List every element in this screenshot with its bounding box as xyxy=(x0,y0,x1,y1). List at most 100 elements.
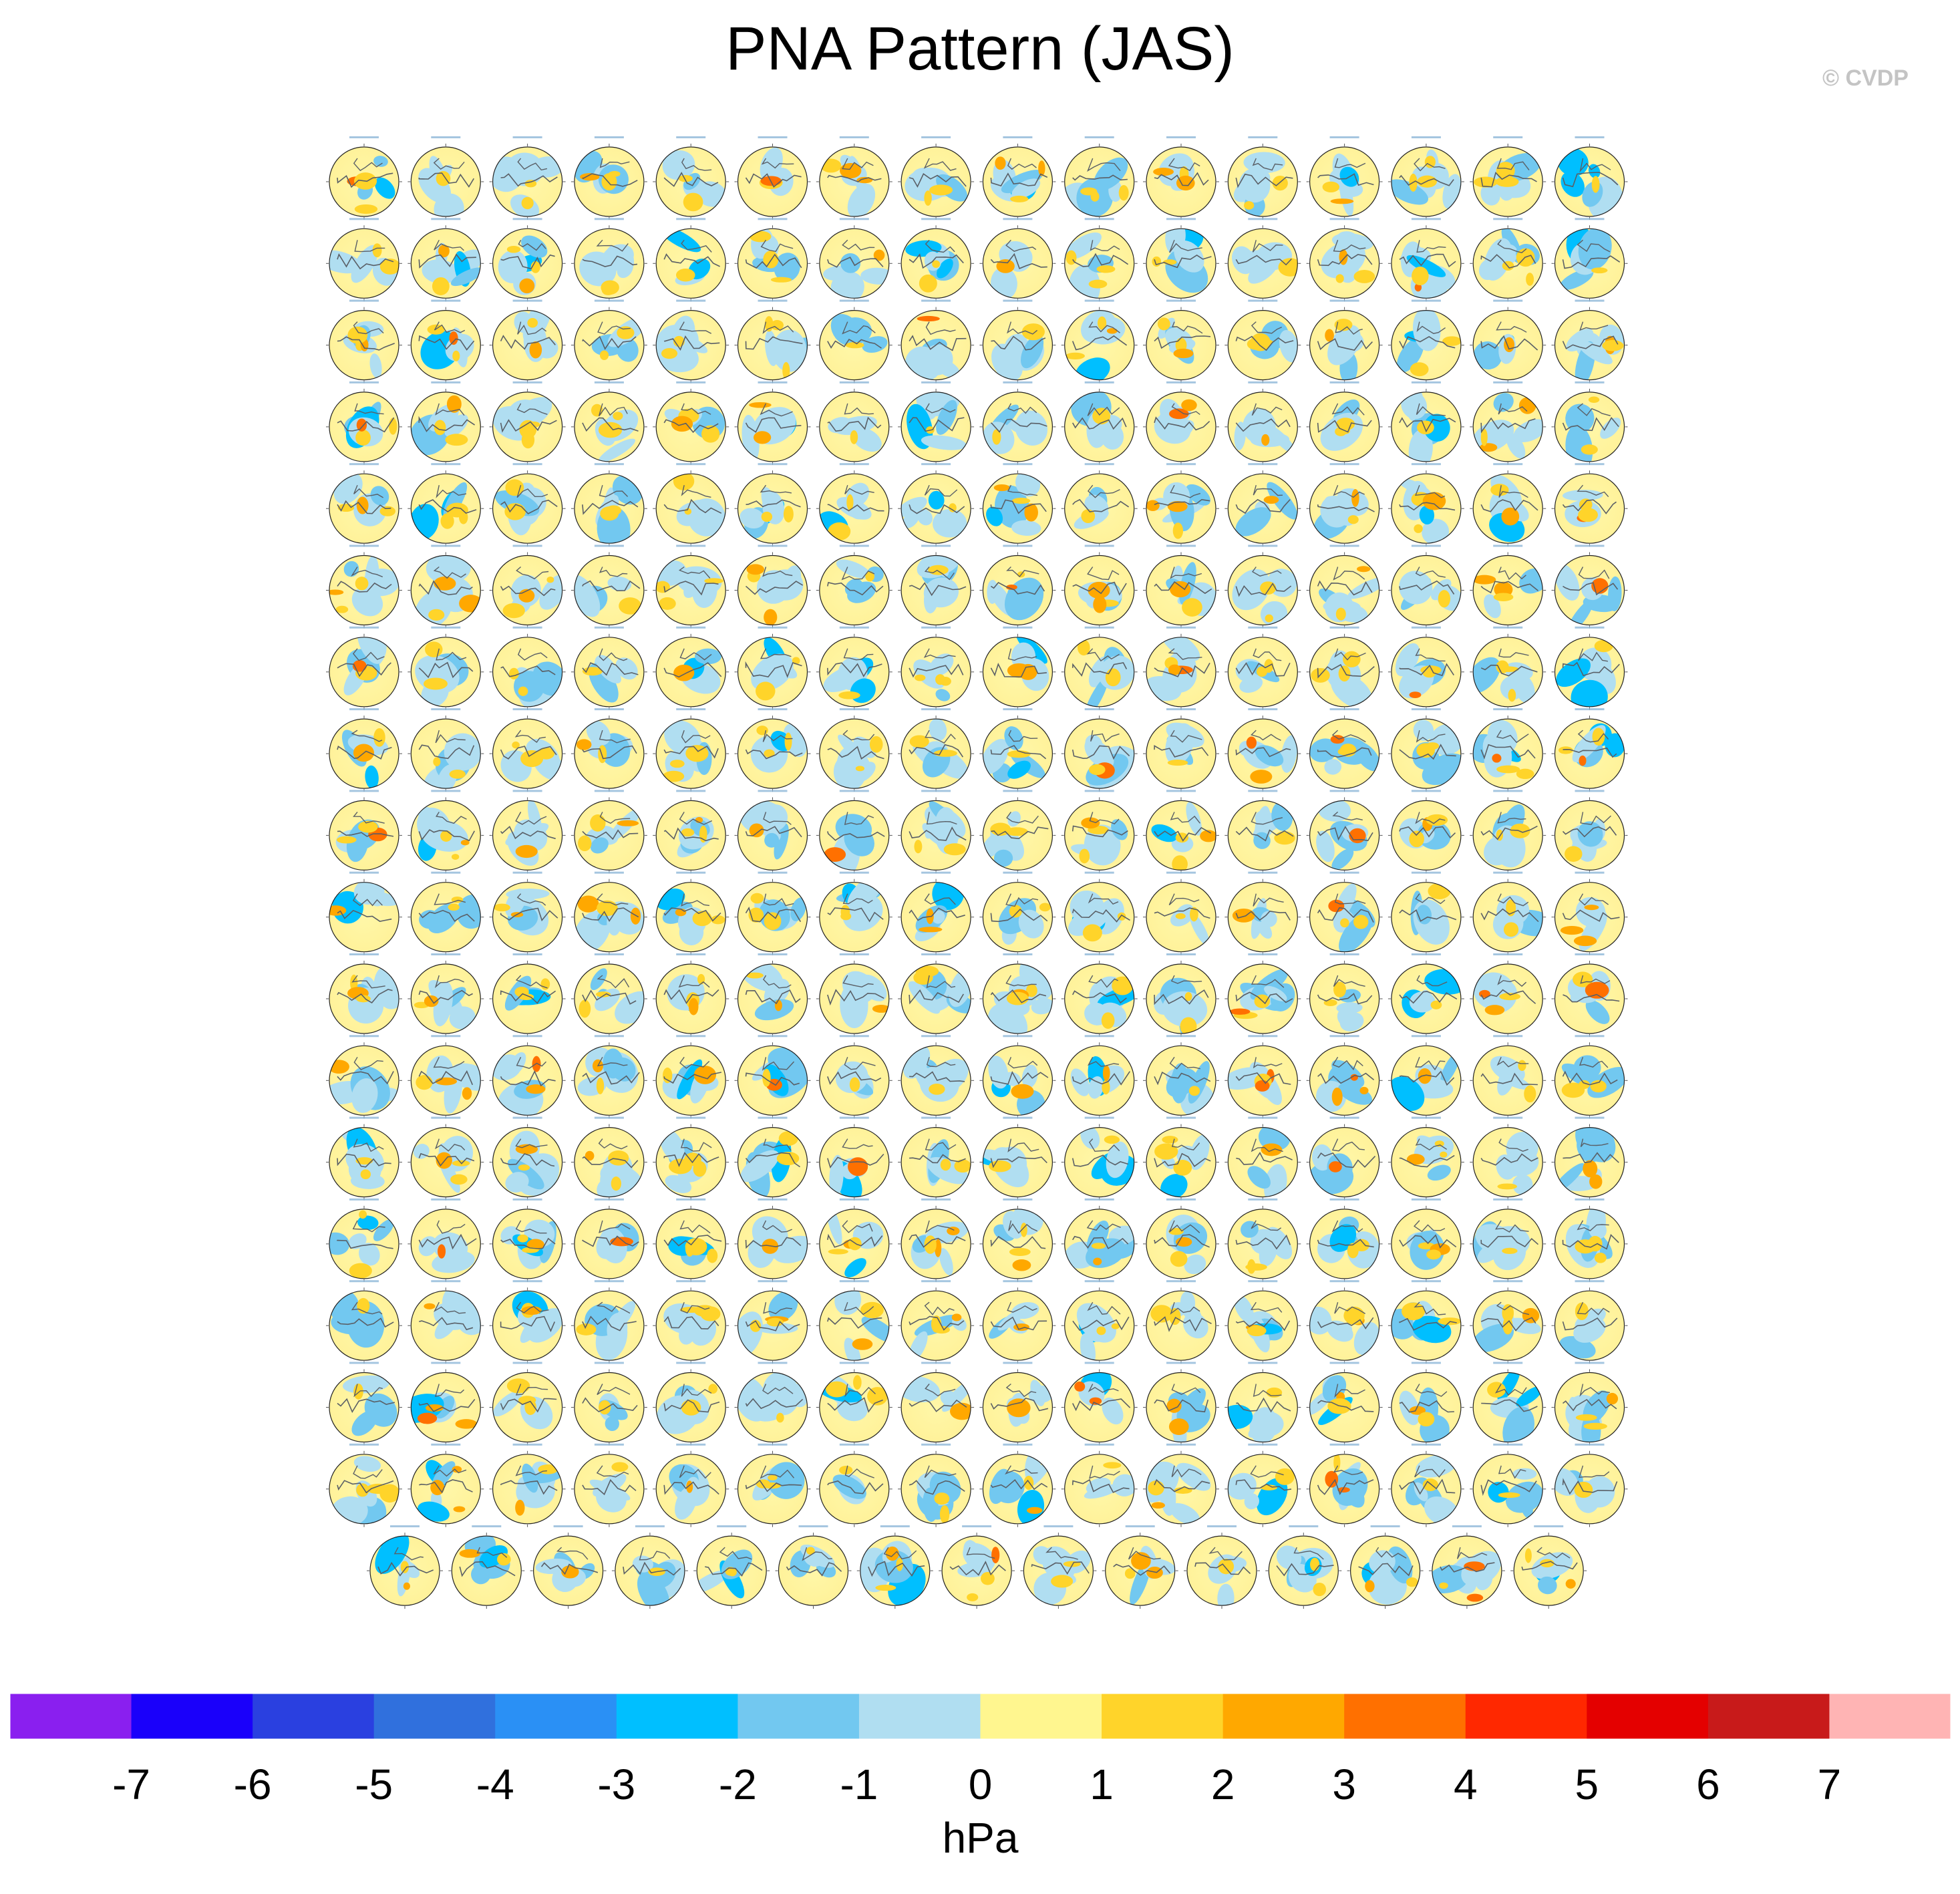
coastline xyxy=(500,746,557,760)
coastline xyxy=(842,1138,873,1149)
negative-anomaly xyxy=(1266,424,1297,454)
coastline xyxy=(1496,158,1530,171)
panel-title-mark xyxy=(512,136,542,138)
map-panel xyxy=(1306,299,1383,383)
colorbar-tick-label: -4 xyxy=(476,1760,514,1808)
panel-title-mark xyxy=(1575,1116,1605,1119)
negative-anomaly xyxy=(923,577,959,608)
negative-anomaly xyxy=(1516,1386,1543,1407)
map-panel xyxy=(326,299,402,383)
coastline xyxy=(745,1152,800,1168)
panel-title-mark xyxy=(1248,1280,1278,1283)
negative-anomaly xyxy=(1253,832,1271,849)
map-panel xyxy=(1551,1035,1628,1119)
map-panel xyxy=(1306,1035,1383,1119)
coastline xyxy=(827,907,884,923)
panel-title-mark xyxy=(1003,1035,1033,1038)
positive-anomaly xyxy=(1333,981,1347,997)
positive-anomaly xyxy=(1081,509,1096,524)
panel-border xyxy=(860,1535,931,1606)
coastline xyxy=(990,989,1047,1003)
positive-anomaly xyxy=(1493,593,1514,602)
positive-anomaly xyxy=(967,1593,979,1601)
negative-anomaly xyxy=(1232,569,1271,611)
map-panel xyxy=(1061,1280,1138,1364)
coastline xyxy=(827,989,884,1006)
negative-anomaly xyxy=(1250,969,1289,1000)
map-panel xyxy=(898,708,975,792)
coastline xyxy=(663,746,719,759)
panel-title-mark xyxy=(1329,953,1359,955)
panel-title-mark xyxy=(921,708,951,711)
panel-title-mark xyxy=(1166,1116,1196,1119)
coastline xyxy=(1072,581,1127,596)
panel-title-mark xyxy=(1166,463,1196,466)
positive-anomaly xyxy=(1409,1406,1426,1415)
negative-anomaly xyxy=(586,720,611,746)
panel-border xyxy=(492,146,563,217)
map-panel xyxy=(1306,708,1383,792)
negative-anomaly xyxy=(937,259,953,279)
negative-anomaly xyxy=(574,575,601,617)
map-panel xyxy=(653,381,729,465)
positive-anomaly xyxy=(768,1474,778,1480)
panel-title-mark xyxy=(1575,218,1605,220)
positive-anomaly xyxy=(448,903,460,911)
map-panel xyxy=(653,136,729,220)
positive-anomaly xyxy=(591,404,603,417)
coastline xyxy=(1399,991,1458,1004)
map-panel xyxy=(734,790,811,874)
panel-border xyxy=(737,1454,808,1525)
map-panel xyxy=(326,463,402,547)
map-panel xyxy=(734,708,811,792)
map-panel xyxy=(653,1035,729,1119)
panel-border xyxy=(492,1045,563,1116)
map-panel xyxy=(898,218,975,302)
negative-anomaly xyxy=(1070,890,1105,925)
coastline xyxy=(990,1070,1049,1085)
coastline xyxy=(925,403,956,414)
coastline xyxy=(1333,567,1365,581)
positive-anomaly xyxy=(762,1068,771,1087)
panel-title-mark xyxy=(1166,626,1196,629)
map-panel xyxy=(1224,1443,1301,1527)
panel-border xyxy=(655,1209,726,1279)
positive-anomaly xyxy=(1256,666,1268,677)
map-panel xyxy=(898,1198,975,1282)
coastline xyxy=(1331,1138,1365,1152)
panel-title-mark xyxy=(839,1198,869,1201)
positive-anomaly xyxy=(1502,1303,1514,1322)
map-panel xyxy=(1470,626,1546,710)
panel-title-mark xyxy=(1003,953,1033,955)
colorbar-box xyxy=(738,1694,860,1739)
coastline xyxy=(1578,648,1609,662)
map-panel xyxy=(898,1362,975,1446)
map-panel xyxy=(1551,136,1628,220)
positive-anomaly xyxy=(403,1582,411,1590)
panel-border xyxy=(1146,473,1216,544)
negative-anomaly xyxy=(607,910,621,936)
map-panel xyxy=(734,381,811,465)
map-panel xyxy=(1143,1116,1219,1201)
coastline xyxy=(418,1233,477,1250)
panel-title-mark xyxy=(1084,299,1114,302)
negative-anomaly xyxy=(1406,255,1446,277)
panel-border xyxy=(492,555,563,626)
panel-border xyxy=(655,882,726,953)
coastline xyxy=(337,1153,391,1168)
positive-anomaly xyxy=(1261,434,1270,446)
negative-anomaly xyxy=(1493,393,1514,412)
map-panel xyxy=(1470,463,1546,547)
negative-anomaly xyxy=(1088,1076,1104,1099)
panel-border xyxy=(1309,1209,1380,1279)
map-panel xyxy=(1061,1035,1138,1119)
coastline xyxy=(827,1153,884,1168)
panel-title-mark xyxy=(594,790,624,792)
positive-anomaly xyxy=(661,348,678,359)
panel-border xyxy=(1227,1372,1298,1443)
positive-anomaly xyxy=(1591,176,1600,193)
panel-border xyxy=(737,228,808,299)
coastline xyxy=(1579,1465,1610,1478)
positive-anomaly xyxy=(596,1078,605,1094)
coastline xyxy=(500,585,556,597)
